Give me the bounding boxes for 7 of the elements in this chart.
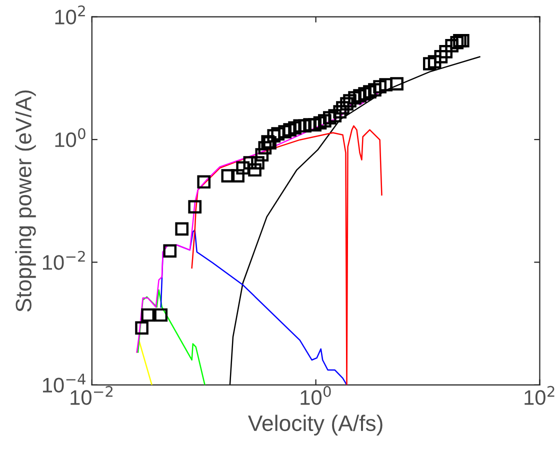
x-tick-label: 10$^{2}$	[524, 386, 554, 405]
x-tick-label: 10$^{0}$	[300, 386, 331, 405]
y-tick-label: 10$^{−2}$	[43, 250, 85, 270]
y-tick-label: 10$^{0}$	[55, 128, 86, 148]
y-axis-title: Stopping power (eV/A)	[15, 90, 36, 312]
y-tick-label: 10$^{2}$	[55, 5, 85, 24]
x-axis-title: Velocity (A/fs)	[248, 414, 382, 436]
